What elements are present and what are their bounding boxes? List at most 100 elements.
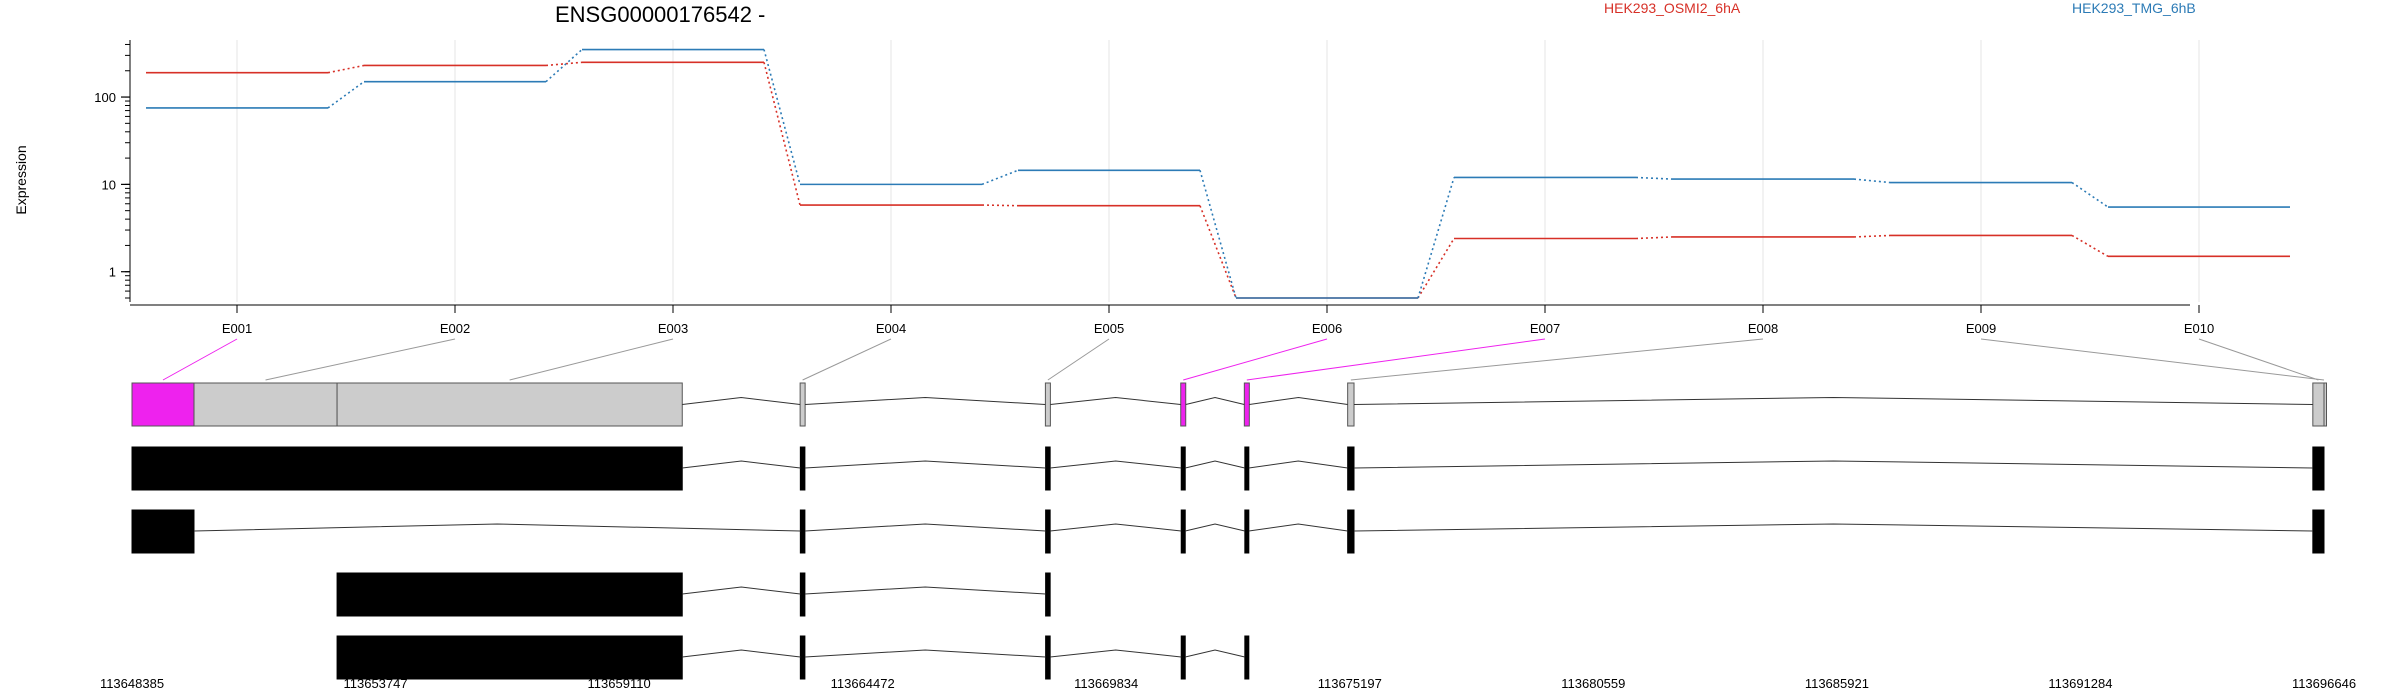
- intron-line: [1249, 396, 1348, 405]
- transcript-exon: [1244, 635, 1250, 680]
- exon-mapping-line-e004: [802, 338, 892, 381]
- exon-mapping-line-e007: [1246, 338, 1546, 381]
- transcript-exon: [799, 446, 806, 491]
- merged-exon-track: [131, 382, 2327, 427]
- transcript-exon: [1180, 446, 1186, 491]
- transcript-intron: [1248, 460, 1348, 469]
- transcript-intron: [804, 649, 1046, 658]
- x-axis: E001 E002 E003 E004 E005 E006 E007 E008 E009 E010: [130, 304, 2214, 336]
- exon-mapping-line-e008: [1350, 338, 1764, 381]
- intron-line: [805, 396, 1046, 405]
- series-connector: [981, 204, 1019, 207]
- series-connector: [981, 169, 1019, 186]
- transcript-exon: [1045, 446, 1051, 491]
- exon-mapping-line-e003: [509, 338, 674, 381]
- genomic-coordinate-label: 113675197: [1318, 676, 1382, 691]
- transcript-3: [336, 572, 1051, 617]
- transcript-intron: [804, 523, 1046, 532]
- exon-mapping-line-e009: [1980, 338, 2325, 381]
- exon-block-e007: [1243, 382, 1250, 427]
- transcript-intron: [193, 523, 801, 532]
- x-tick-label-e010: E010: [2184, 321, 2214, 336]
- exon-block-e004: [799, 382, 806, 427]
- intron-line: [1354, 396, 2313, 405]
- series-connector: [545, 61, 583, 67]
- transcript-exon: [1180, 635, 1186, 680]
- transcript-exon: [336, 572, 683, 617]
- series-connector: [1417, 238, 1455, 299]
- exon-mapping-line-e001: [162, 338, 238, 381]
- transcript-2: [131, 509, 2325, 554]
- series-connector: [1635, 236, 1673, 240]
- transcript-exon: [1347, 446, 1355, 491]
- transcript-intron: [1185, 460, 1245, 469]
- transcript-intron: [804, 460, 1046, 469]
- transcript-exon: [1045, 509, 1051, 554]
- series-connector: [1853, 234, 1891, 238]
- x-tick-label-e007: E007: [1530, 321, 1560, 336]
- x-tick-label-e009: E009: [1966, 321, 1996, 336]
- exon-block-e008: [1347, 382, 1355, 427]
- transcript-intron: [804, 586, 1046, 595]
- transcript-intron: [1050, 460, 1182, 469]
- series-connector: [327, 64, 365, 74]
- exon-block-e003: [336, 382, 683, 427]
- exon-block-e010: [2312, 382, 2325, 427]
- intron-line: [1185, 396, 1245, 405]
- transcript-intron: [1050, 523, 1182, 532]
- transcript-intron: [682, 586, 801, 595]
- genomic-coordinate-label: 113696646: [2292, 676, 2356, 691]
- x-tick-label-e006: E006: [1312, 321, 1342, 336]
- genomic-coordinate-label: 113669834: [1074, 676, 1138, 691]
- genomic-coordinate-label: 113653747: [344, 676, 408, 691]
- transcript-intron: [1050, 649, 1182, 658]
- genomic-coordinate-label: 113664472: [831, 676, 895, 691]
- y-axis: 1 10 100: [94, 40, 131, 302]
- transcript-intron: [1185, 649, 1245, 658]
- exon-mapping-line-e006: [1183, 338, 1328, 381]
- series-connector: [2071, 234, 2109, 258]
- exon-mapping-line-e002: [265, 338, 456, 381]
- legend-series-osmi2: HEK293_OSMI2_6hA: [1604, 0, 1741, 16]
- series-osmi2: [146, 61, 2290, 299]
- transcript-exon: [799, 572, 806, 617]
- transcript-exon: [1244, 446, 1250, 491]
- series-connector: [763, 62, 801, 206]
- y-tick-label: 1: [109, 265, 116, 280]
- transcript-exon: [1347, 509, 1355, 554]
- x-tick-label-e001: E001: [222, 321, 252, 336]
- transcript-exon: [799, 509, 806, 554]
- transcript-intron: [682, 460, 801, 469]
- transcript-exon: [1180, 509, 1186, 554]
- transcript-exon: [1045, 572, 1051, 617]
- series-connector: [1199, 170, 1237, 299]
- transcript-intron: [1354, 523, 2313, 532]
- exon-mapping-line-e005: [1047, 338, 1110, 381]
- series-connector: [1417, 177, 1455, 299]
- genomic-coordinate-label: 113659110: [588, 676, 651, 691]
- chart-title: ENSG00000176542 -: [555, 2, 765, 27]
- exon-mapping-line-e010: [2198, 338, 2319, 381]
- transcript-intron: [1185, 523, 1245, 532]
- genomic-coordinate-label: 113691284: [2048, 676, 2112, 691]
- transcript-1: [131, 446, 2325, 491]
- transcript-intron: [1354, 460, 2313, 469]
- x-tick-label-e002: E002: [440, 321, 470, 336]
- series-connector: [1853, 178, 1891, 184]
- genomic-coordinate-axis: 113648385 113653747 113659110 113664472 1136…: [100, 676, 2356, 691]
- exon-block-e001: [131, 382, 195, 427]
- series-connector: [545, 48, 583, 83]
- series-connector: [1199, 205, 1237, 299]
- exon-block-e005: [1044, 382, 1051, 427]
- transcript-exon: [2312, 446, 2325, 491]
- x-tick-label-e003: E003: [658, 321, 688, 336]
- exon-block-e002: [193, 382, 338, 427]
- exon-block-e006: [1180, 382, 1187, 427]
- series-lines: [146, 48, 2290, 299]
- y-tick-label: 100: [94, 90, 116, 105]
- series-connector: [327, 81, 365, 109]
- transcript-exon: [1045, 635, 1051, 680]
- transcript-exon: [799, 635, 806, 680]
- transcript-exon: [131, 446, 683, 491]
- series-connector: [1635, 176, 1673, 180]
